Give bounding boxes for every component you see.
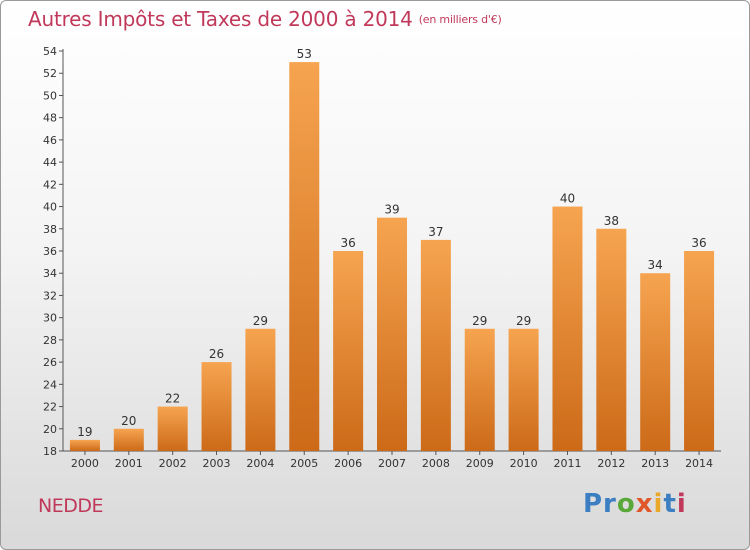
axes: 18 20 22 24 26 28 30 32 34 36 38 40 42 44 46 48 50 52 54 20… xyxy=(43,45,721,470)
value-label-2000: 19 xyxy=(77,425,92,439)
value-labels: 19 20 22 26 29 53 36 39 37 29 29 40 38 34 36 xyxy=(77,47,706,439)
y-tick-label: 44 xyxy=(43,156,57,169)
value-label-2008: 37 xyxy=(428,225,443,239)
x-tick-label-2007: 2007 xyxy=(378,457,406,470)
bar-2010 xyxy=(508,328,539,451)
value-label-2004: 29 xyxy=(253,314,268,328)
y-tick-label: 20 xyxy=(43,423,57,436)
y-tick-label: 30 xyxy=(43,312,57,325)
y-tick-label: 46 xyxy=(43,134,57,147)
bar-2008 xyxy=(420,239,451,451)
x-tick-label-2011: 2011 xyxy=(553,457,581,470)
x-tick-label-2000: 2000 xyxy=(71,457,99,470)
value-label-2002: 22 xyxy=(165,392,180,406)
logo-part: o xyxy=(616,489,636,519)
value-label-2003: 26 xyxy=(209,347,224,361)
y-tick-label: 18 xyxy=(43,445,57,458)
y-tick-label: 28 xyxy=(43,334,57,347)
y-tick-label: 40 xyxy=(43,201,57,214)
x-tick-label-2014: 2014 xyxy=(685,457,713,470)
value-label-2006: 36 xyxy=(340,236,355,250)
value-label-2001: 20 xyxy=(121,414,136,428)
x-tick-label-2006: 2006 xyxy=(334,457,362,470)
y-tick-label: 36 xyxy=(43,245,57,258)
y-tick-label: 22 xyxy=(43,401,57,414)
value-label-2007: 39 xyxy=(384,203,399,217)
x-tick-label-2008: 2008 xyxy=(422,457,450,470)
bar-2002 xyxy=(157,406,188,451)
bar-2009 xyxy=(464,328,495,451)
bar-2006 xyxy=(333,251,364,451)
logo-part: Pr xyxy=(583,489,617,519)
logo-part: t xyxy=(663,489,677,519)
x-tick-label-2012: 2012 xyxy=(597,457,625,470)
chart-title: Autres Impôts et Taxes de 2000 à 2014 (en… xyxy=(28,7,502,31)
value-label-2005: 53 xyxy=(297,47,312,61)
logo-part: i xyxy=(653,489,664,519)
y-tick-label: 48 xyxy=(43,112,57,125)
bar-2001 xyxy=(113,428,144,451)
x-tick-label-2010: 2010 xyxy=(510,457,538,470)
y-tick-label: 42 xyxy=(43,178,57,191)
y-tick-label: 52 xyxy=(43,67,57,80)
value-label-2009: 29 xyxy=(472,314,487,328)
value-label-2014: 36 xyxy=(691,236,706,250)
value-label-2013: 34 xyxy=(648,258,663,272)
x-tick-label-2013: 2013 xyxy=(641,457,669,470)
logo-part: i xyxy=(676,489,687,519)
y-tick-label: 24 xyxy=(43,378,57,391)
y-tick-label: 38 xyxy=(43,223,57,236)
bar-2000 xyxy=(69,439,100,451)
proxiti-logo[interactable]: Proxiti xyxy=(583,489,687,519)
x-tick-label-2005: 2005 xyxy=(290,457,318,470)
chart-subtitle: (en milliers d'€) xyxy=(418,13,502,26)
bar-2011 xyxy=(552,206,583,451)
bar-2004 xyxy=(245,328,276,451)
bar-2014 xyxy=(684,251,715,451)
city-name: NEDDE xyxy=(38,495,103,517)
value-label-2012: 38 xyxy=(604,214,619,228)
x-tick-label-2004: 2004 xyxy=(246,457,274,470)
value-label-2010: 29 xyxy=(516,314,531,328)
bar-2003 xyxy=(201,362,232,451)
bar-2013 xyxy=(640,273,671,451)
chart-title-text: Autres Impôts et Taxes de 2000 à 2014 xyxy=(28,7,413,31)
x-tick-label-2001: 2001 xyxy=(115,457,143,470)
y-tick-label: 26 xyxy=(43,356,57,369)
y-tick-label: 54 xyxy=(43,45,57,58)
x-tick-label-2009: 2009 xyxy=(466,457,494,470)
x-tick-label-2003: 2003 xyxy=(203,457,231,470)
y-tick-label: 34 xyxy=(43,267,57,280)
logo-part: x xyxy=(635,489,654,519)
bar-2007 xyxy=(377,217,407,451)
bars xyxy=(69,62,715,451)
y-tick-label: 50 xyxy=(43,89,57,102)
y-tick-label: 32 xyxy=(43,289,57,302)
value-label-2011: 40 xyxy=(560,192,575,206)
bar-2012 xyxy=(596,228,627,451)
bar-2005 xyxy=(289,62,320,451)
x-tick-label-2002: 2002 xyxy=(159,457,187,470)
